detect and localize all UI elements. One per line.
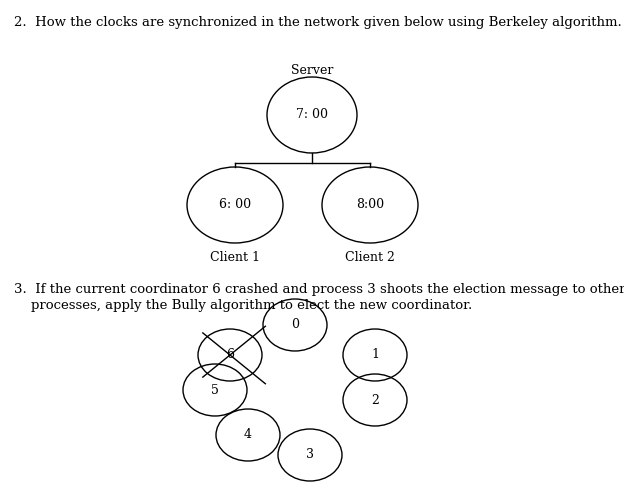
Text: 2.  How the clocks are synchronized in the network given below using Berkeley al: 2. How the clocks are synchronized in th… xyxy=(14,16,622,29)
Text: 1: 1 xyxy=(371,348,379,362)
Text: 0: 0 xyxy=(291,318,299,332)
Text: 3.  If the current coordinator 6 crashed and process 3 shoots the election messa: 3. If the current coordinator 6 crashed … xyxy=(14,283,624,296)
Text: 5: 5 xyxy=(211,383,219,396)
Text: 3: 3 xyxy=(306,449,314,462)
Text: 8:00: 8:00 xyxy=(356,198,384,212)
Text: processes, apply the Bully algorithm to elect the new coordinator.: processes, apply the Bully algorithm to … xyxy=(14,299,472,312)
Text: Client 1: Client 1 xyxy=(210,251,260,264)
Text: Client 2: Client 2 xyxy=(345,251,395,264)
Text: 7: 00: 7: 00 xyxy=(296,108,328,121)
Text: 6: 00: 6: 00 xyxy=(219,198,251,212)
Text: 6: 6 xyxy=(226,348,234,362)
Text: Server: Server xyxy=(291,64,333,77)
Text: 2: 2 xyxy=(371,393,379,407)
Text: 4: 4 xyxy=(244,428,252,441)
